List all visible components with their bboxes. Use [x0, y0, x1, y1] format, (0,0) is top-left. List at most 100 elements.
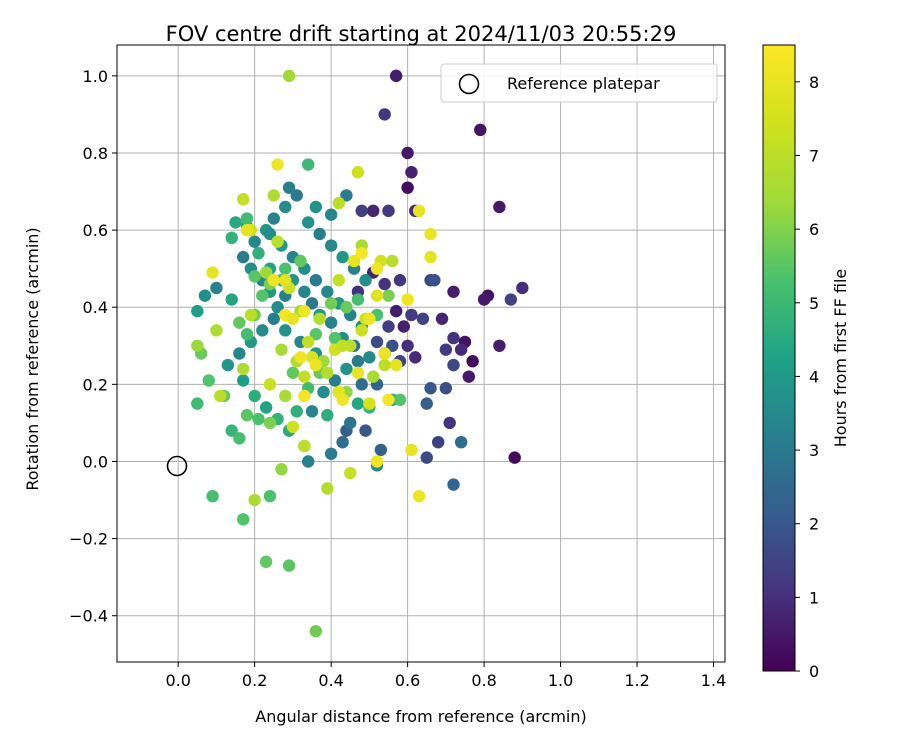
data-point [225, 231, 238, 245]
data-point [279, 274, 292, 287]
y-axis-label: Rotation from reference (arcmin) [23, 227, 42, 490]
data-point [301, 216, 315, 229]
data-point [263, 227, 277, 241]
data-point [309, 200, 323, 214]
data-point [225, 293, 238, 306]
data-point [447, 331, 460, 345]
data-point [378, 277, 391, 291]
colorbar-label: Hours from first FF file [831, 269, 850, 448]
colorbar-tick-label: 1 [809, 588, 819, 607]
x-tick-label: 0.2 [242, 671, 267, 690]
data-point [279, 324, 292, 337]
colorbar: 0 1 2 3 4 5 6 7 8 Hours from first FF file [762, 44, 850, 681]
data-point [252, 247, 265, 260]
colorbar-tick-label: 4 [809, 367, 819, 386]
data-point [351, 397, 365, 410]
colorbar-gradient [762, 44, 796, 672]
data-point [233, 347, 246, 360]
data-point [382, 204, 395, 218]
data-point [256, 289, 269, 302]
y-tick-label: 0.8 [83, 144, 108, 163]
plot-frame [116, 44, 726, 663]
x-tick-label: 0.4 [318, 671, 343, 690]
y-tick-label: 0.2 [83, 375, 108, 394]
x-tick-label: 0.0 [165, 671, 190, 690]
x-tick-label: 0.8 [471, 671, 496, 690]
data-point [286, 366, 300, 379]
data-point [420, 451, 433, 464]
data-point [279, 389, 292, 403]
y-tick-label: −0.2 [69, 530, 108, 549]
data-point [351, 366, 365, 379]
colorbar-tick-label: 0 [809, 662, 819, 681]
data-point [301, 335, 315, 349]
data-point [370, 335, 384, 349]
data-point [439, 343, 453, 356]
data-point [321, 285, 334, 298]
data-point [324, 239, 338, 252]
data-point [378, 347, 391, 360]
data-point [340, 189, 353, 202]
data-point [240, 223, 254, 237]
legend-marker-reference [458, 73, 480, 95]
data-point [294, 351, 307, 364]
data-point [378, 108, 391, 121]
y-tick-label: −0.4 [69, 607, 108, 626]
data-point [416, 312, 430, 325]
data-point [386, 339, 399, 352]
data-point [236, 513, 250, 526]
data-point [397, 320, 410, 333]
data-point [309, 274, 323, 287]
data-point [389, 358, 403, 372]
data-point [332, 196, 345, 210]
data-point [282, 559, 296, 572]
data-point [263, 378, 277, 391]
data-point [409, 351, 422, 364]
data-point [393, 393, 407, 406]
data-point [324, 316, 338, 329]
data-point [324, 447, 338, 460]
data-point [405, 443, 418, 457]
x-tick-label: 1.2 [624, 671, 649, 690]
data-point [351, 355, 365, 368]
data-point [259, 401, 273, 414]
data-point [290, 405, 303, 418]
data-point [271, 235, 284, 248]
data-point [435, 312, 449, 325]
data-point [236, 362, 250, 376]
data-point [298, 285, 311, 298]
data-point [290, 189, 303, 202]
legend: Reference platepar [440, 63, 718, 103]
data-point [256, 324, 269, 337]
colorbar-tick-label: 2 [809, 515, 819, 534]
data-point [267, 274, 280, 287]
data-point [282, 181, 296, 194]
data-point [214, 389, 227, 403]
data-point [191, 339, 204, 352]
data-point [240, 212, 254, 225]
data-point [332, 274, 345, 287]
data-point [309, 328, 323, 341]
data-point [477, 293, 491, 306]
x-tick-label: 1.4 [701, 671, 726, 690]
data-point [233, 432, 246, 445]
data-point [443, 416, 456, 430]
data-point [210, 324, 223, 337]
colorbar-tick-label: 3 [809, 441, 819, 460]
data-point [286, 312, 300, 325]
data-point [236, 374, 250, 387]
data-point [298, 389, 311, 403]
data-point [439, 382, 453, 395]
data-point [367, 204, 380, 218]
data-point [317, 385, 330, 399]
data-point [386, 254, 399, 268]
data-point [504, 293, 518, 306]
data-point [221, 358, 235, 372]
data-point [324, 208, 338, 221]
data-point [282, 69, 296, 83]
data-point [263, 416, 277, 430]
data-point [355, 378, 368, 391]
data-point [206, 266, 219, 279]
data-point [248, 235, 261, 248]
